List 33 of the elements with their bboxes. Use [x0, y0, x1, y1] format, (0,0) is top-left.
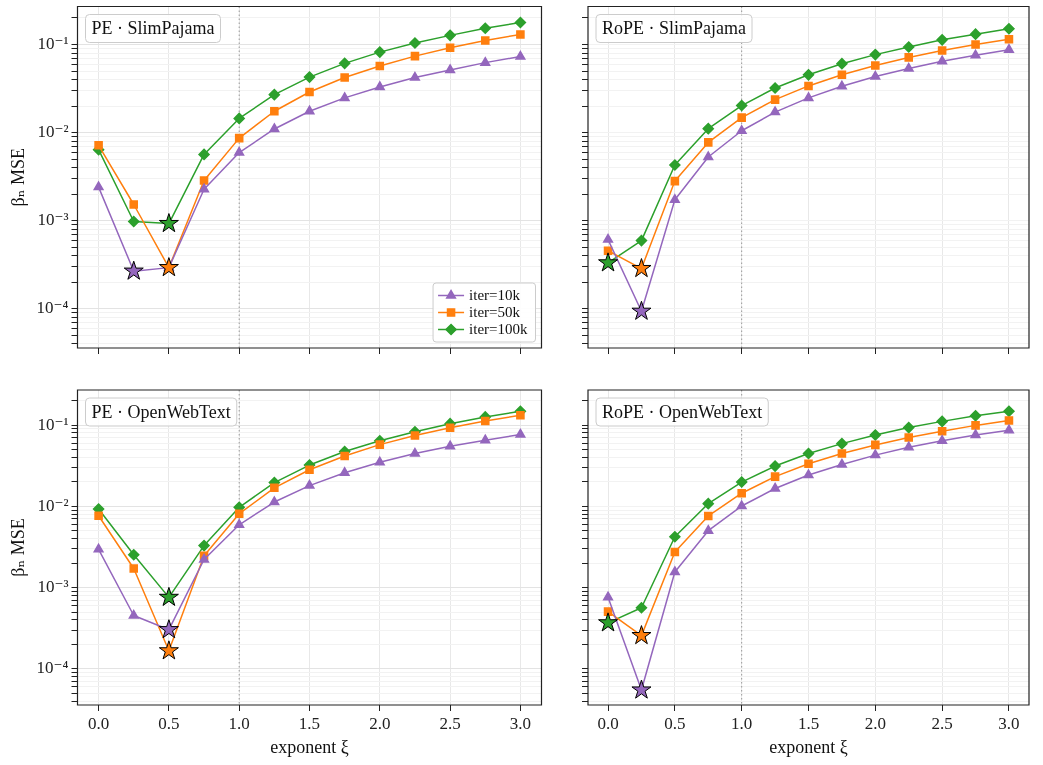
- x-tick-label: 3.0: [509, 713, 532, 733]
- y-axis-title: βₙ MSE: [7, 148, 28, 207]
- x-tick-label: 2.0: [864, 713, 886, 733]
- legend-label: iter=10k: [469, 287, 521, 304]
- text: RoPE · OpenWebText: [602, 401, 763, 422]
- text: PE · OpenWebText: [91, 401, 231, 422]
- x-tick-label: 0.5: [158, 713, 180, 733]
- y-tick-label: 10⁻⁴: [36, 658, 69, 678]
- x-tick-label: 3.0: [998, 713, 1020, 733]
- x-tick-label: 1.5: [797, 713, 820, 733]
- y-tick-label: 10⁻²: [37, 495, 69, 515]
- x-tick-label: 2.5: [931, 713, 953, 733]
- y-tick-label: 10⁻¹: [37, 33, 69, 53]
- legend-label: iter=50k: [469, 304, 521, 321]
- x-tick-label: 0.5: [664, 713, 686, 733]
- y-tick-label: 10⁻¹: [37, 414, 69, 434]
- x-axis-title: exponent ξ: [270, 736, 349, 757]
- x-tick-label: 1.5: [298, 713, 321, 733]
- legend-label: iter=100k: [469, 321, 528, 338]
- x-tick-label: 1.0: [731, 713, 753, 733]
- y-axis-title: βₙ MSE: [7, 518, 28, 577]
- x-tick-label: 2.0: [369, 713, 391, 733]
- y-tick-label: 10⁻²: [37, 122, 69, 142]
- x-tick-label: 2.5: [439, 713, 461, 733]
- x-tick-label: 1.0: [228, 713, 250, 733]
- text: PE · SlimPajama: [91, 18, 215, 39]
- y-tick-label: 10⁻³: [37, 210, 69, 230]
- x-tick-label: 0.0: [597, 713, 619, 733]
- x-tick-label: 0.0: [87, 713, 110, 733]
- text: RoPE · SlimPajama: [602, 18, 747, 39]
- y-tick-label: 10⁻³: [37, 577, 69, 597]
- x-axis-title: exponent ξ: [769, 736, 848, 757]
- y-tick-label: 10⁻⁴: [36, 298, 69, 318]
